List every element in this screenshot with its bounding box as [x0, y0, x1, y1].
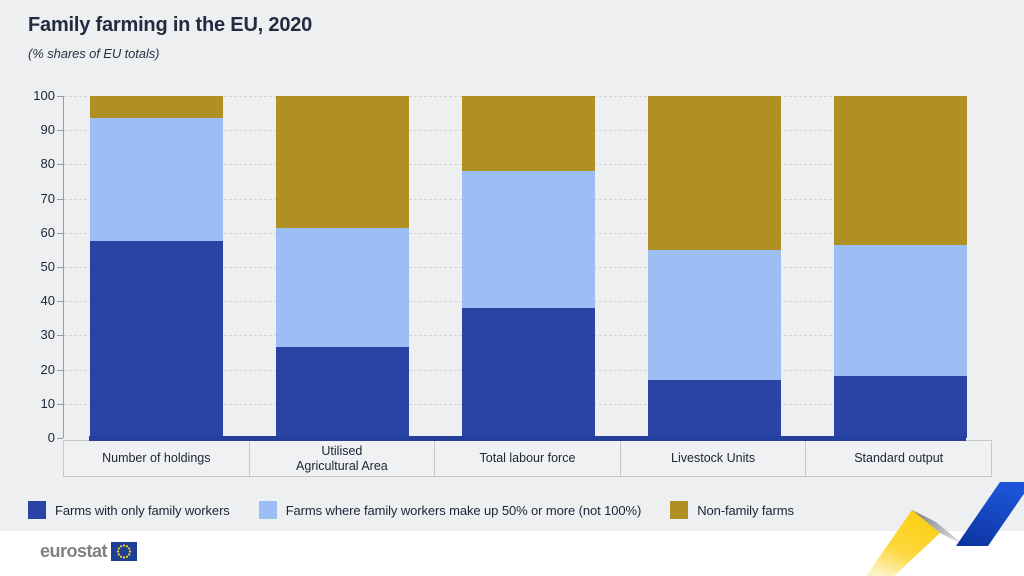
y-tick-label-70: 70 — [40, 190, 55, 206]
bar-segment-cat5-series2 — [833, 244, 967, 377]
bar-segment-cat5-series3 — [833, 96, 967, 245]
legend-label-2: Farms where family workers make up 50% o… — [285, 502, 642, 518]
y-tick-mark-80 — [57, 164, 63, 166]
x-category-label-5: Standard output — [854, 451, 944, 466]
y-tick-label-60: 60 — [40, 224, 55, 240]
y-tick-label-100: 100 — [33, 88, 55, 103]
legend: Farms with only family workers Farms wher… — [28, 501, 794, 519]
bar-segment-cat3-series1 — [462, 308, 595, 438]
bar-segment-cat3-series2 — [462, 171, 595, 309]
bar-segment-cat2-series1 — [276, 347, 410, 438]
x-category-label-1: Number of holdings — [64, 441, 250, 476]
x-axis-line — [89, 436, 966, 441]
eurostat-logo: eurostat — [40, 541, 138, 562]
y-tick-mark-100 — [57, 96, 63, 97]
ribbon-gray-fold — [912, 510, 964, 545]
y-tick-label-80: 80 — [40, 156, 55, 172]
legend-item-2: Farms where family workers make up 50% o… — [258, 501, 642, 519]
bar-segment-cat1-series3 — [90, 96, 224, 119]
y-tick-label-30: 30 — [40, 327, 55, 343]
legend-swatch-2 — [258, 501, 277, 519]
bar-segment-cat2-series2 — [276, 227, 410, 348]
y-tick-label-20: 20 — [40, 361, 55, 377]
bar-segment-cat5-series1 — [833, 376, 967, 438]
eu-flag-icon — [111, 542, 138, 561]
bar-segment-cat1-series2 — [90, 118, 224, 242]
x-axis-labels: Number of holdings Utilised Agricultural … — [63, 440, 992, 477]
bar-segment-cat3-series3 — [462, 96, 595, 172]
y-tick-label-90: 90 — [40, 122, 55, 138]
eurostat-logo-text: eurostat — [40, 541, 108, 561]
y-tick-mark-60 — [57, 232, 63, 234]
y-tick-mark-10 — [57, 403, 63, 405]
x-category-label-4: Livestock Units — [621, 441, 807, 476]
y-tick-mark-20 — [57, 369, 63, 371]
y-tick-mark-50 — [57, 267, 63, 268]
bar-segment-cat4-series1 — [647, 379, 781, 438]
bar-segment-cat4-series2 — [647, 249, 781, 380]
y-tick-mark-90 — [57, 130, 63, 132]
ribbon-yellow-stripe — [866, 510, 940, 576]
legend-swatch-1 — [28, 501, 46, 519]
plot-area — [63, 96, 967, 438]
legend-label-1: Farms with only family workers — [55, 502, 230, 518]
y-tick-mark-0 — [57, 438, 63, 439]
x-category-label-2: Utilised Agricultural Area — [250, 441, 436, 476]
legend-item-3: Non-family farms — [670, 501, 794, 519]
chart-subtitle: (% shares of EU totals) — [28, 46, 160, 61]
bar-segment-cat2-series3 — [276, 96, 410, 228]
y-tick-mark-70 — [57, 198, 63, 200]
y-tick-label-50: 50 — [40, 259, 55, 274]
y-tick-label-40: 40 — [40, 293, 55, 309]
ribbon-blue-stripe — [956, 482, 1024, 546]
y-tick-mark-30 — [57, 335, 63, 337]
legend-swatch-3 — [670, 501, 689, 519]
bar-segment-cat1-series1 — [90, 241, 224, 438]
eurostat-ribbon-decoration — [866, 482, 1024, 576]
y-tick-label-10: 10 — [40, 395, 55, 411]
page-title: Family farming in the EU, 2020 — [28, 14, 313, 36]
bar-segment-cat4-series3 — [647, 96, 781, 250]
x-category-label-3: Total labour force — [435, 441, 621, 476]
legend-item-1: Farms with only family workers — [28, 501, 230, 519]
legend-label-3: Non-family farms — [697, 502, 794, 518]
y-tick-mark-40 — [57, 301, 63, 303]
footer: eurostat — [0, 531, 1024, 576]
y-tick-label-0: 0 — [47, 430, 55, 445]
